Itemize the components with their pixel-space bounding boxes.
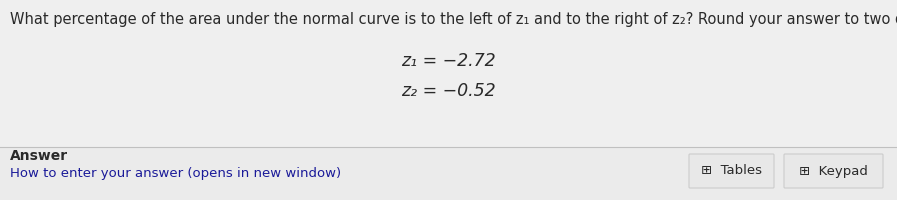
Text: z₁ = −2.72: z₁ = −2.72 [401, 52, 495, 70]
Text: How to enter your answer (opens in new window): How to enter your answer (opens in new w… [10, 167, 341, 180]
FancyBboxPatch shape [0, 147, 897, 200]
FancyBboxPatch shape [689, 154, 774, 188]
FancyBboxPatch shape [784, 154, 883, 188]
Text: ⊞  Keypad: ⊞ Keypad [799, 164, 868, 178]
Text: z₂ = −0.52: z₂ = −0.52 [401, 82, 495, 100]
Text: Answer: Answer [10, 149, 68, 163]
Text: What percentage of the area under the normal curve is to the left of z₁ and to t: What percentage of the area under the no… [10, 12, 897, 27]
Text: ⊞  Tables: ⊞ Tables [701, 164, 762, 178]
